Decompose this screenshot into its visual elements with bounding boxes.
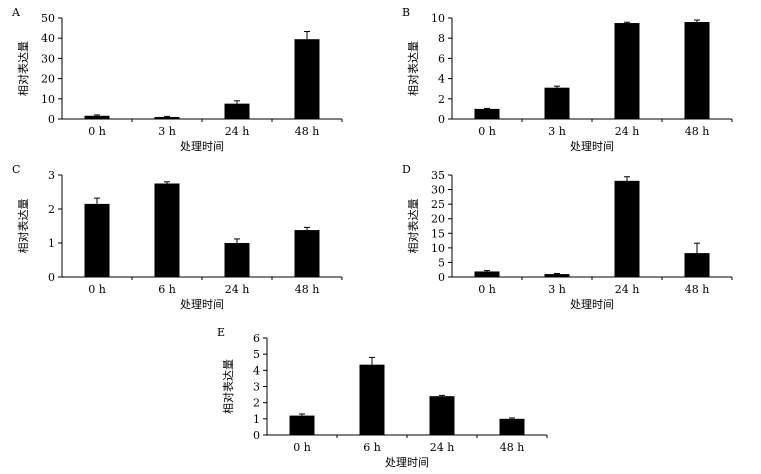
y-tick-label: 10: [41, 93, 55, 106]
y-tick-label: 1: [48, 237, 55, 250]
bar: [359, 364, 385, 435]
y-tick-label: 15: [431, 227, 445, 240]
bar: [154, 116, 180, 119]
y-tick-label: 20: [41, 73, 55, 86]
chart-panel-b: B 0 2 4 6 8 10 相对表达量 0 h 3 h 24 h 48 h 处理时间: [402, 6, 733, 153]
panel-label: B: [402, 6, 410, 19]
x-tick-label: 24 h: [430, 441, 455, 454]
y-axis-label: 相对表达量: [406, 199, 420, 254]
x-tick-label: 48 h: [685, 125, 710, 138]
bar: [429, 396, 455, 435]
y-tick-label: 2: [253, 397, 260, 410]
y-tick-label: 0: [438, 113, 445, 126]
bar: [499, 418, 525, 435]
chart-panel-a: A 0 10 20 30 40 50 相对表达量 0 h 3 h 24 h 48 h 处理时间: [11, 6, 343, 153]
y-tick-label: 40: [41, 32, 55, 45]
bar: [544, 87, 570, 119]
x-tick-label: 0 h: [88, 125, 106, 138]
y-tick-label: 50: [41, 12, 55, 25]
x-tick-label: 24 h: [615, 283, 640, 296]
x-tick-label: 0 h: [88, 283, 106, 296]
y-tick-label: 6: [253, 332, 260, 345]
y-tick-label: 5: [253, 348, 260, 361]
y-tick-label: 6: [438, 52, 445, 65]
x-tick-label: 48 h: [685, 283, 710, 296]
x-tick-label: 48 h: [295, 125, 320, 138]
x-tick-label: 3 h: [548, 125, 566, 138]
y-tick-label: 5: [438, 256, 445, 269]
bar: [84, 203, 110, 277]
y-axis-label: 相对表达量: [406, 41, 420, 96]
y-axis-label: 相对表达量: [221, 359, 235, 414]
bar: [614, 180, 640, 277]
x-tick-label: 0 h: [293, 441, 311, 454]
bar: [544, 274, 570, 277]
x-tick-label: 24 h: [225, 283, 250, 296]
y-tick-label: 2: [48, 203, 55, 216]
x-tick-label: 6 h: [158, 283, 176, 296]
y-tick-label: 0: [48, 271, 55, 284]
bar: [614, 23, 640, 119]
chart-panel-e: E 0 1 2 3 4 5 6 相对表达量 0 h 6 h 24 h 48 h 处理时间: [217, 326, 548, 469]
x-tick-label: 24 h: [615, 125, 640, 138]
bar: [84, 115, 110, 119]
x-tick-label: 3 h: [158, 125, 176, 138]
y-tick-label: 4: [438, 73, 445, 86]
x-axis-label: 处理时间: [180, 298, 224, 311]
bar: [224, 103, 250, 119]
y-tick-label: 3: [48, 169, 55, 182]
bar: [294, 39, 320, 119]
x-axis-label: 处理时间: [570, 140, 614, 153]
bar: [154, 183, 180, 277]
bar: [684, 253, 710, 277]
y-tick-label: 4: [253, 364, 260, 377]
y-tick-label: 30: [41, 52, 55, 65]
x-tick-label: 6 h: [363, 441, 381, 454]
panel-label: C: [12, 163, 20, 176]
y-tick-label: 0: [253, 429, 260, 442]
x-tick-label: 48 h: [295, 283, 320, 296]
y-tick-label: 10: [431, 12, 445, 25]
panel-label: D: [402, 163, 411, 176]
bar: [289, 415, 315, 435]
x-axis-label: 处理时间: [385, 456, 429, 469]
y-tick-label: 20: [431, 213, 445, 226]
x-axis-label: 处理时间: [180, 140, 224, 153]
x-axis-label: 处理时间: [570, 298, 614, 311]
y-tick-label: 8: [438, 32, 445, 45]
bar: [684, 22, 710, 119]
panel-label: A: [11, 6, 21, 19]
y-axis-label: 相对表达量: [16, 41, 30, 96]
y-tick-label: 0: [438, 271, 445, 284]
x-tick-label: 24 h: [225, 125, 250, 138]
x-tick-label: 3 h: [548, 283, 566, 296]
y-tick-label: 35: [431, 169, 445, 182]
y-tick-label: 2: [438, 93, 445, 106]
y-tick-label: 0: [48, 113, 55, 126]
panel-label: E: [217, 326, 225, 339]
y-tick-label: 25: [431, 198, 445, 211]
y-axis-label: 相对表达量: [16, 199, 30, 254]
y-tick-label: 1: [253, 413, 260, 426]
bar: [224, 243, 250, 277]
bar: [474, 271, 500, 277]
x-tick-label: 48 h: [500, 441, 525, 454]
y-tick-label: 30: [431, 184, 445, 197]
y-tick-label: 3: [253, 381, 260, 394]
bar: [474, 108, 500, 119]
x-tick-label: 0 h: [478, 283, 496, 296]
x-tick-label: 0 h: [478, 125, 496, 138]
chart-panel-c: C 0 1 2 3 相对表达量 0 h 6 h 24 h 48 h 处理时间: [12, 163, 343, 311]
y-tick-label: 10: [431, 242, 445, 255]
bar: [294, 230, 320, 277]
